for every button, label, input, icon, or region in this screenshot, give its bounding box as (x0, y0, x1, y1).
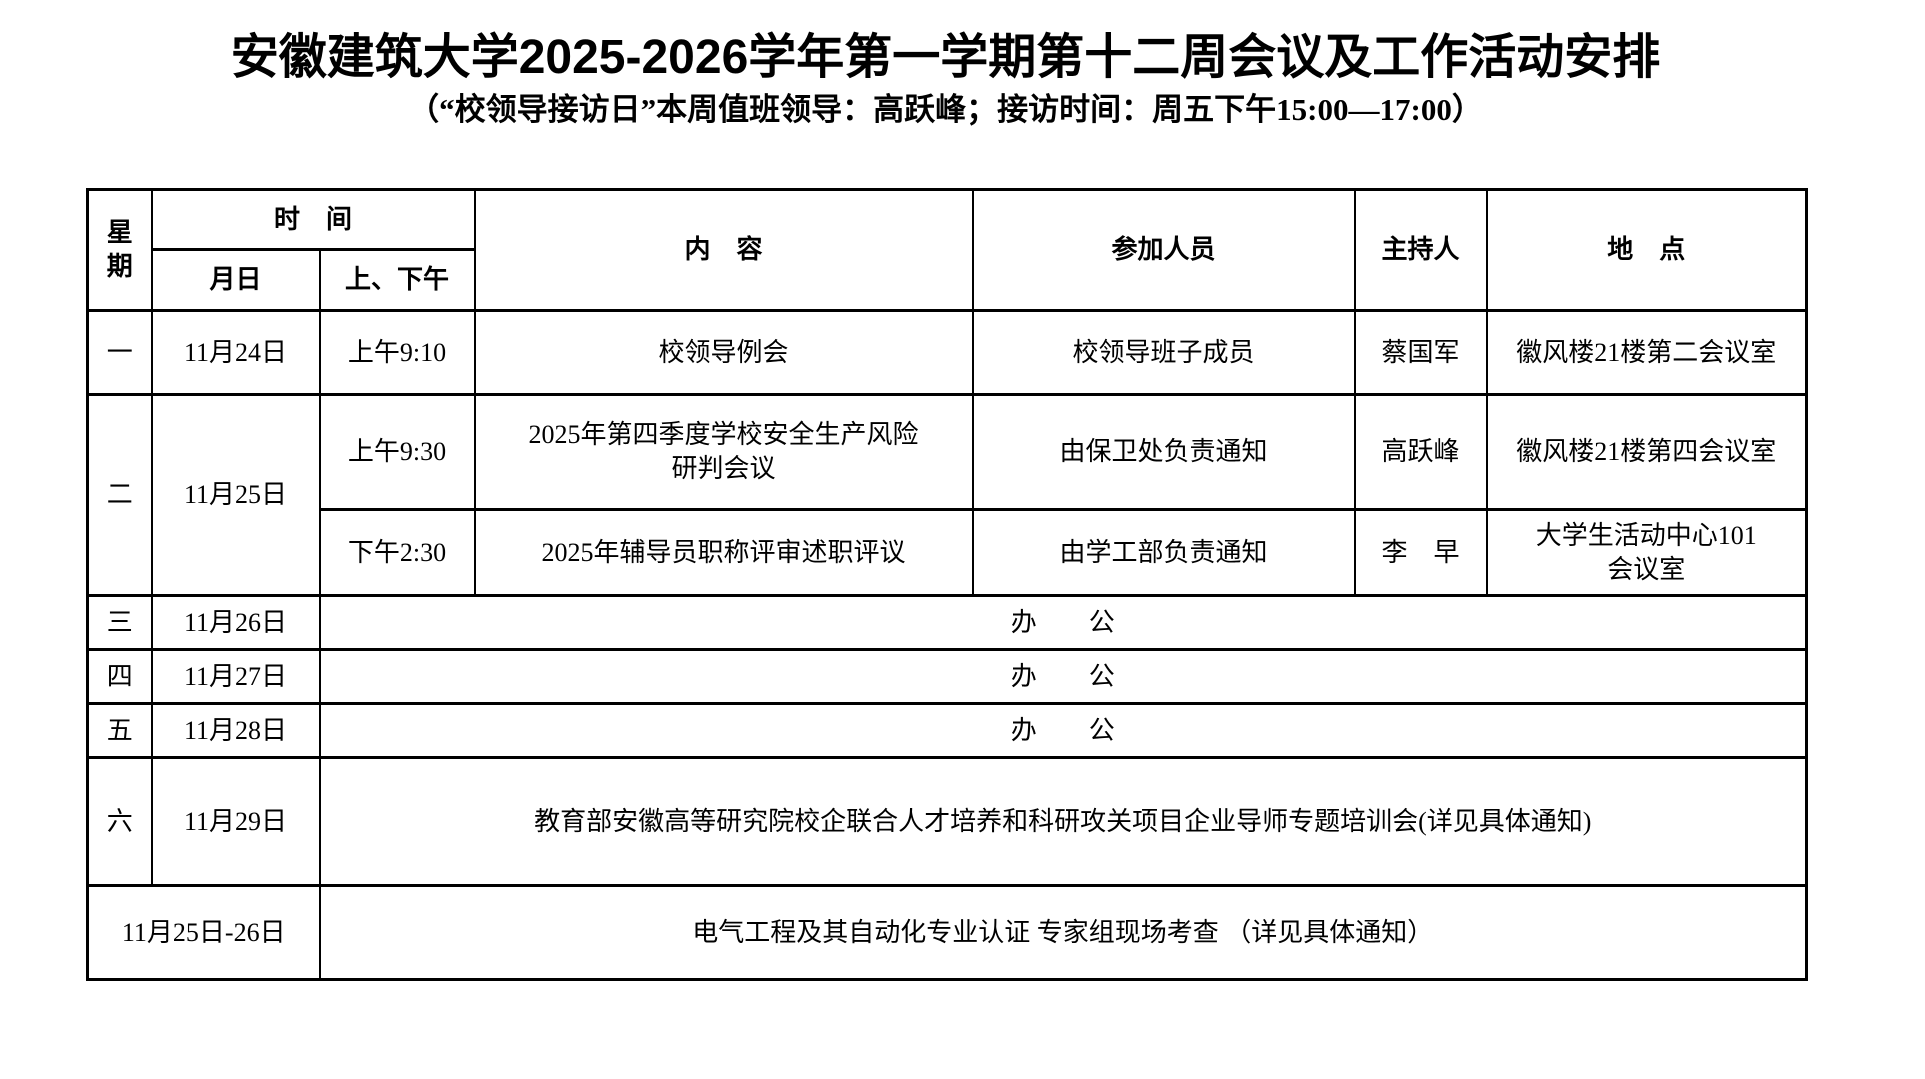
date-cell: 11月28日 (150, 702, 321, 759)
location-cell: 徽风楼21楼第二会议室 (1485, 309, 1808, 396)
header-week: 星 期 (86, 188, 153, 312)
week-cell: 三 (86, 594, 153, 651)
table-row: 二 11月25日 上午9:30 2025年第四季度学校安全生产风险 研判会议 由… (86, 393, 1808, 597)
table-row: 下午2:30 2025年辅导员职称评审述职评议 由学工部负责通知 李 早 大学生… (88, 508, 1808, 597)
header-content: 内 容 (473, 188, 974, 312)
page-title: 安徽建筑大学2025-2026学年第一学期第十二周会议及工作活动安排 (230, 31, 1661, 84)
date-cell: 11月25日-26日 (86, 884, 321, 981)
header-location: 地 点 (1485, 188, 1808, 312)
content-cell: 办 公 (318, 594, 1808, 651)
participants-cell: 校领导班子成员 (971, 309, 1356, 396)
participants-cell: 由保卫处负责通知 (971, 393, 1356, 511)
table-row: 四 11月27日 办 公 (86, 648, 1808, 705)
date-cell: 11月26日 (150, 594, 321, 651)
header-ampm: 上、下午 (318, 248, 476, 312)
host-cell: 高跃峰 (1353, 393, 1488, 511)
content-cell: 2025年辅导员职称评审述职评议 (473, 508, 974, 597)
table-row: 11月25日-26日 电气工程及其自动化专业认证 专家组现场考查 （详见具体通知… (86, 884, 1808, 981)
header-participants: 参加人员 (971, 188, 1356, 312)
table-row: 六 11月29日 教育部安徽高等研究院校企联合人才培养和科研攻关项目企业导师专题… (86, 756, 1808, 887)
date-cell: 11月27日 (150, 648, 321, 705)
content-cell: 电气工程及其自动化专业认证 专家组现场考查 （详见具体通知） (318, 884, 1808, 981)
table-row: 五 11月28日 办 公 (86, 702, 1808, 759)
host-cell: 李 早 (1353, 508, 1488, 597)
header-row-top: 星 期 时 间 内 容 参加人员 主持人 地 点 (86, 188, 1808, 312)
content-cell: 校领导例会 (473, 309, 974, 396)
time-cell: 下午2:30 (318, 508, 476, 597)
content-cell: 教育部安徽高等研究院校企联合人才培养和科研攻关项目企业导师专题培训会(详见具体通… (318, 756, 1808, 887)
week-cell: 二 (86, 393, 153, 597)
time-cell: 上午9:30 (318, 393, 476, 511)
date-cell: 11月29日 (150, 756, 321, 887)
participants-cell: 由学工部负责通知 (971, 508, 1356, 597)
week-cell: 六 (86, 756, 153, 887)
time-cell: 上午9:10 (318, 309, 476, 396)
page-subtitle: （“校领导接访日”本周值班领导：高跃峰；接访时间：周五下午15:00—17:00… (408, 92, 1483, 127)
content-cell: 办 公 (318, 702, 1808, 759)
date-cell: 11月24日 (150, 309, 321, 396)
header-time-group: 时 间 (150, 188, 476, 251)
host-cell: 蔡国军 (1353, 309, 1488, 396)
table-row: 三 11月26日 办 公 (86, 594, 1808, 651)
table-row: 一 11月24日 上午9:10 校领导例会 校领导班子成员 蔡国军 徽风楼21楼… (86, 309, 1808, 396)
schedule-table: 星 期 时 间 内 容 参加人员 主持人 地 点 月日 上、下午 一 11月24… (86, 188, 1809, 981)
week-cell: 五 (86, 702, 153, 759)
content-cell: 办 公 (318, 648, 1808, 705)
header-date: 月日 (150, 248, 321, 312)
week-cell: 一 (86, 309, 153, 396)
location-cell: 徽风楼21楼第四会议室 (1485, 393, 1808, 511)
header-host: 主持人 (1353, 188, 1488, 312)
content-cell: 2025年第四季度学校安全生产风险 研判会议 (473, 393, 974, 511)
location-cell: 大学生活动中心101 会议室 (1485, 508, 1808, 597)
week-cell: 四 (86, 648, 153, 705)
header-row-sub: 月日 上、下午 (88, 248, 1807, 312)
date-cell: 11月25日 (150, 393, 321, 597)
